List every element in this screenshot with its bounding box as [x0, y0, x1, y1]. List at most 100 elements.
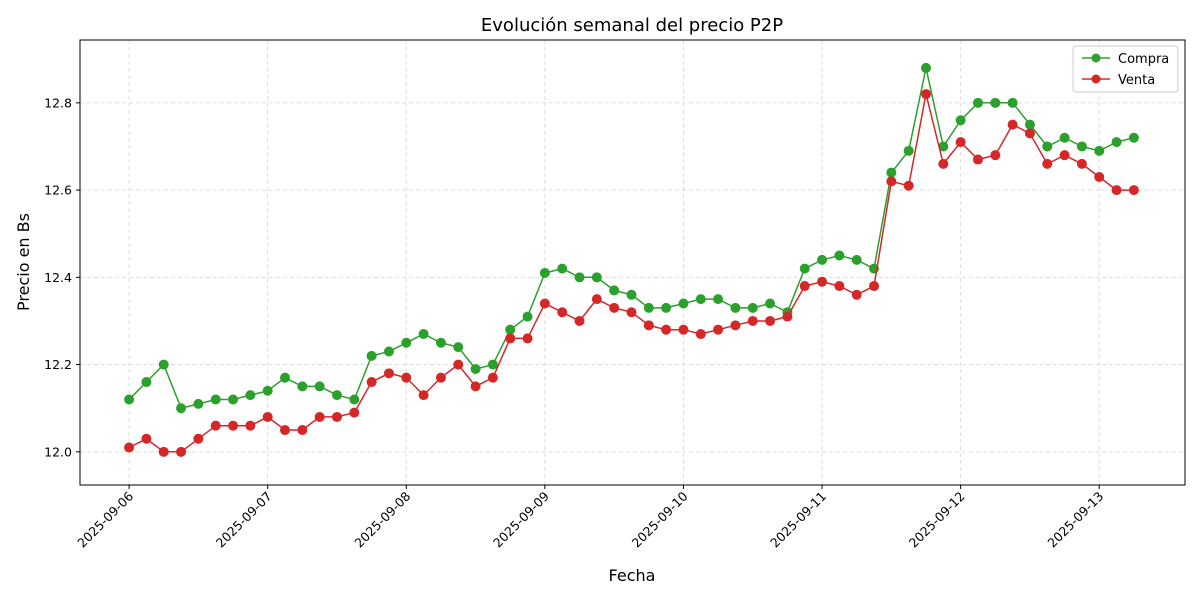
data-point-compra: [539, 267, 550, 278]
data-point-venta: [141, 433, 152, 444]
legend-marker-venta: [1091, 74, 1101, 84]
data-point-venta: [349, 407, 360, 418]
data-point-venta: [1042, 158, 1053, 169]
data-point-venta: [262, 411, 273, 422]
data-point-compra: [228, 394, 239, 405]
data-point-compra: [141, 377, 152, 388]
data-point-compra: [297, 381, 308, 392]
x-tick-label: 2025-09-08: [351, 488, 413, 550]
data-point-venta: [886, 176, 897, 187]
data-point-venta: [869, 281, 880, 292]
data-point-compra: [124, 394, 135, 405]
data-point-compra: [262, 385, 273, 396]
data-point-venta: [782, 311, 793, 322]
data-point-venta: [366, 377, 377, 388]
data-point-compra: [1042, 141, 1053, 152]
data-point-compra: [851, 254, 862, 265]
x-tick-label: 2025-09-11: [767, 489, 829, 551]
data-point-compra: [626, 289, 637, 300]
data-point-venta: [539, 298, 550, 309]
data-point-compra: [678, 298, 689, 309]
data-point-venta: [418, 390, 429, 401]
data-point-venta: [487, 372, 498, 383]
data-point-compra: [730, 302, 741, 313]
data-point-venta: [1111, 185, 1122, 196]
y-axis: 12.0 12.2 12.4 12.6 12.8: [44, 95, 80, 459]
series-venta: [124, 89, 1139, 457]
data-point-compra: [280, 372, 291, 383]
data-point-venta: [505, 333, 516, 344]
y-tick-label: 12.0: [44, 444, 72, 459]
data-point-venta: [124, 442, 135, 453]
data-point-compra: [435, 337, 446, 348]
series-line-venta: [128, 93, 1134, 453]
data-point-compra: [1024, 119, 1035, 130]
plot-frame: [79, 39, 1186, 486]
data-point-venta: [453, 359, 464, 370]
data-point-compra: [1059, 132, 1070, 143]
data-point-compra: [1007, 97, 1018, 108]
data-point-compra: [487, 359, 498, 370]
data-point-venta: [661, 324, 672, 335]
data-point-venta: [643, 320, 654, 331]
data-point-venta: [1007, 119, 1018, 130]
data-point-venta: [193, 433, 204, 444]
data-point-venta: [314, 411, 325, 422]
x-axis: 2025-09-06 2025-09-07 2025-09-08 2025-09-09…: [74, 485, 1106, 550]
data-point-compra: [921, 62, 932, 73]
x-tick-label: 2025-09-06: [74, 488, 136, 550]
series-line-compra: [128, 67, 1135, 410]
y-tick-label: 12.4: [44, 270, 72, 285]
data-point-compra: [643, 302, 654, 313]
grid: [80, 40, 1185, 485]
data-point-venta: [678, 324, 689, 335]
data-point-venta: [383, 368, 394, 379]
x-tick-label: 2025-09-07: [213, 489, 275, 551]
data-point-venta: [574, 315, 585, 326]
data-point-venta: [557, 307, 568, 318]
data-point-venta: [210, 420, 221, 431]
data-point-compra: [661, 302, 672, 313]
data-point-venta: [626, 307, 637, 318]
data-point-venta: [401, 372, 412, 383]
data-point-compra: [695, 294, 706, 305]
data-point-compra: [418, 329, 429, 340]
data-point-venta: [1059, 150, 1070, 161]
data-point-venta: [1094, 171, 1105, 182]
data-point-compra: [366, 350, 377, 361]
data-point-compra: [1094, 145, 1105, 156]
data-point-compra: [765, 298, 776, 309]
data-point-venta: [470, 381, 481, 392]
data-point-venta: [713, 324, 724, 335]
data-point-compra: [349, 394, 360, 405]
data-point-venta: [851, 289, 862, 300]
data-point-venta: [921, 89, 932, 100]
data-point-venta: [522, 333, 533, 344]
x-tick-label: 2025-09-13: [1044, 489, 1106, 551]
data-point-compra: [713, 294, 724, 305]
data-point-venta: [331, 411, 342, 422]
data-point-venta: [834, 281, 845, 292]
data-point-venta: [245, 420, 256, 431]
data-point-venta: [765, 315, 776, 326]
data-point-venta: [1076, 158, 1087, 169]
data-point-venta: [903, 180, 914, 191]
data-point-compra: [955, 115, 966, 126]
data-point-compra: [331, 390, 342, 401]
data-point-venta: [730, 320, 741, 331]
data-point-venta: [938, 158, 949, 169]
series-compra: [124, 62, 1139, 414]
data-point-venta: [695, 329, 706, 340]
y-tick-label: 12.8: [44, 95, 72, 110]
data-point-venta: [591, 294, 602, 305]
data-point-venta: [955, 137, 966, 148]
data-point-compra: [903, 145, 914, 156]
data-point-compra: [158, 359, 169, 370]
data-point-compra: [591, 272, 602, 283]
data-point-venta: [747, 315, 758, 326]
data-point-venta: [817, 276, 828, 287]
x-tick-label: 2025-09-12: [906, 489, 968, 551]
data-point-venta: [1024, 128, 1035, 139]
legend: Compra Venta: [1072, 45, 1179, 93]
x-axis-label: Fecha: [609, 566, 656, 585]
